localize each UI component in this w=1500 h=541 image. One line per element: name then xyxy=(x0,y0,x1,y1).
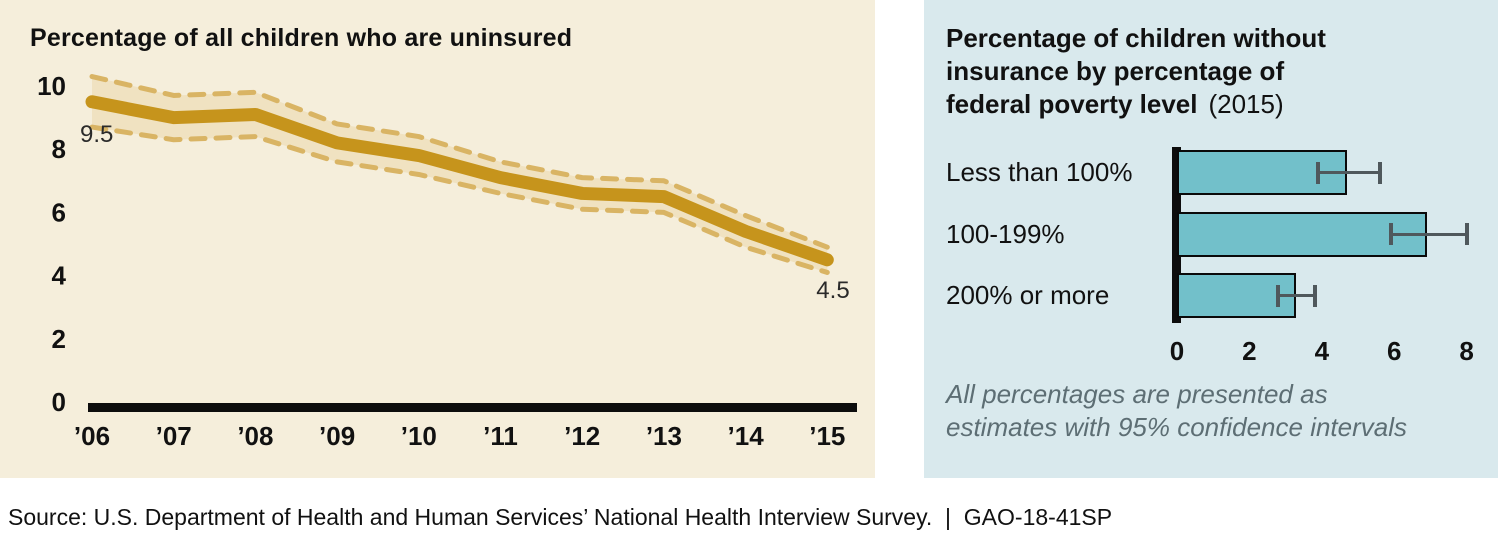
bar-x-tick-label: 8 xyxy=(1459,336,1474,366)
bar-x-tick-label: 6 xyxy=(1386,336,1402,366)
first-point-label: 9.5 xyxy=(80,121,113,148)
error-bar-cap-lower xyxy=(1276,284,1281,307)
x-tick-label: ’10 xyxy=(401,421,437,451)
error-bar-cap-upper xyxy=(1312,284,1317,307)
bar xyxy=(1177,273,1297,318)
error-bar-line xyxy=(1278,294,1315,297)
bar-category-label: Less than 100% xyxy=(946,157,1133,187)
error-bar-line xyxy=(1390,232,1467,236)
bar-x-tick-label: 0 xyxy=(1169,336,1185,366)
x-tick-label: ’13 xyxy=(646,421,682,451)
bar-category-label: 100-199% xyxy=(946,218,1065,249)
confidence-band xyxy=(92,76,828,273)
x-tick-label: ’06 xyxy=(74,421,110,451)
x-tick-label: ’12 xyxy=(564,421,600,451)
x-tick-label: ’15 xyxy=(809,421,845,451)
x-tick-label: ’09 xyxy=(319,421,355,451)
bar xyxy=(1177,211,1427,257)
estimate-line xyxy=(85,95,834,267)
line-chart-panel: Percentage of all children who are unins… xyxy=(0,0,875,478)
y-tick-label: 8 xyxy=(52,134,66,164)
y-tick-label: 2 xyxy=(52,324,66,354)
y-tick-label: 4 xyxy=(52,261,67,291)
source-line: Source: U.S. Department of Health and Hu… xyxy=(8,504,1113,530)
ci-upper-dashed-line xyxy=(89,74,830,250)
y-tick-label: 0 xyxy=(52,387,66,417)
x-tick-label: ’08 xyxy=(237,421,273,451)
error-bar-cap-lower xyxy=(1388,223,1393,245)
error-bar-cap-lower xyxy=(1316,161,1321,184)
error-bar-cap-upper xyxy=(1377,161,1382,184)
error-bar-line xyxy=(1318,171,1380,174)
x-tick-label: ’07 xyxy=(156,421,192,451)
bar-chart-title: Percentage of children without insurance… xyxy=(946,22,1326,121)
bar-chart-baseline-axis xyxy=(1172,147,1181,323)
bar-chart-title-line3: federal poverty level xyxy=(946,89,1198,119)
uninsured-line-chart: 0 2 4 6 8 10 ’06 ’07 ’08 ’09 ’10 ’11 ’12 ’13 ’14 ’15 9.5… xyxy=(37,71,857,451)
y-tick-label: 10 xyxy=(37,71,66,101)
fpl-bar-chart: Less than 100% 100-199% 200% or more 0 2 4 6 8 xyxy=(924,0,1498,478)
y-tick-label: 6 xyxy=(52,197,66,227)
bar-category-label: 200% or more xyxy=(946,280,1110,310)
bar-chart-title-line1: Percentage of children without xyxy=(946,23,1326,53)
x-tick-label: ’14 xyxy=(728,421,765,451)
confidence-interval-note: All percentages are presented as estimat… xyxy=(946,378,1407,444)
bar-chart-title-line2: insurance by percentage of xyxy=(946,56,1285,86)
note-line2: estimates with 95% confidence intervals xyxy=(946,412,1408,442)
note-line1: All percentages are presented as xyxy=(946,379,1328,409)
x-tick-label: ’11 xyxy=(483,421,518,451)
bar-chart-panel: Percentage of children without insurance… xyxy=(924,0,1498,478)
bar-x-tick-label: 4 xyxy=(1314,336,1330,366)
last-point-label: 4.5 xyxy=(816,277,849,304)
x-axis-line xyxy=(88,403,857,412)
error-bar-cap-upper xyxy=(1464,223,1469,245)
ci-lower-dashed-line xyxy=(89,124,830,275)
line-chart-title: Percentage of all children who are unins… xyxy=(30,24,573,52)
bar-chart-title-year: (2015) xyxy=(1208,89,1284,119)
bar-x-tick-label: 2 xyxy=(1242,336,1257,366)
